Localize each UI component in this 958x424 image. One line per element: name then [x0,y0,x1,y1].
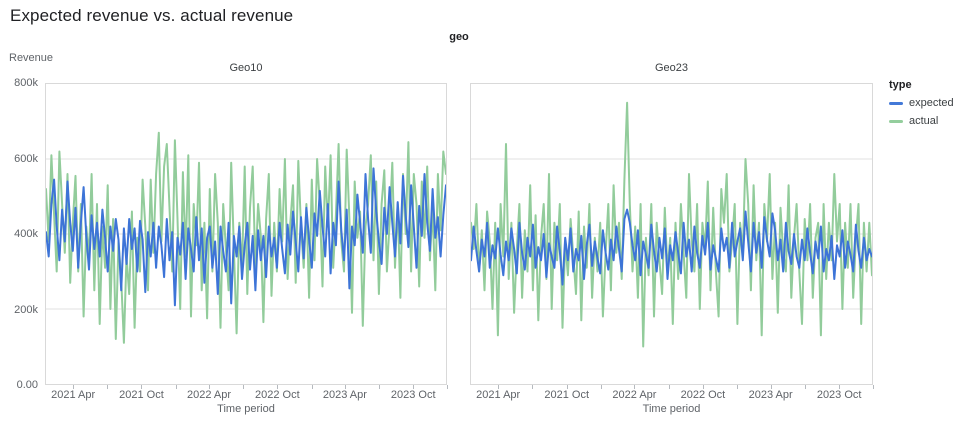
actual-line-swatch-icon [889,120,903,123]
expected-line-swatch-icon [889,102,903,105]
x-tick-mark [532,385,534,389]
legend-item-actual[interactable]: actual [889,115,954,128]
x-tick-label: 2022 Oct [680,389,726,401]
legend-item-expected[interactable]: expected [889,97,954,110]
geo23-plot-area[interactable] [470,83,873,385]
x-tick-mark [600,385,602,389]
legend-title: type [889,79,912,91]
x-tick-mark [209,385,211,389]
y-tick-label: 600k [14,152,38,165]
x-tick-mark [175,385,177,389]
panel-title-geo23: Geo23 [654,62,689,74]
geo10-plot-area[interactable] [45,83,447,385]
x-tick-mark [73,385,75,389]
geo23-actual-line [471,101,872,348]
x-axis-title-geo10: Time period [217,403,275,415]
x-tick-mark [566,385,568,389]
x-tick-mark [804,385,806,389]
x-tick-mark [107,385,109,389]
x-tick-mark [344,385,346,389]
y-tick-label: 200k [14,303,38,316]
x-tick-label: 2023 Apr [322,389,367,401]
y-tick-label: 800k [14,77,38,89]
x-tick-mark [311,385,313,389]
x-tick-label: 2023 Oct [816,389,862,401]
x-tick-mark [873,385,874,389]
x-tick-mark [770,385,772,389]
x-tick-mark [379,385,381,389]
legend: type expected actual [889,79,954,133]
x-tick-label: 2023 Apr [748,389,793,401]
x-tick-mark [737,385,739,389]
legend-item-label: actual [909,115,939,127]
x-tick-label: 2021 Oct [544,389,590,401]
geo10-expected-line [46,167,446,307]
y-tick-label: 0.00 [16,379,38,391]
x-tick-mark [668,385,670,389]
y-tick-label: 400k [14,228,38,240]
x-tick-label: 2022 Apr [612,389,657,401]
x-axis-title-geo23: Time period [642,403,701,415]
x-tick-label: 2023 Oct [390,389,436,401]
x-tick-mark [447,385,448,389]
x-tick-label: 2021 Apr [51,389,96,401]
x-tick-mark [702,385,704,389]
x-tick-mark [634,385,636,389]
x-tick-label: 2021 Apr [476,389,521,401]
chart-title: Expected revenue vs. actual revenue [10,6,294,25]
x-tick-label: 2022 Oct [255,389,300,401]
x-tick-label: 2021 Oct [119,389,164,401]
facet-field-header: geo [449,31,469,43]
panel-title-geo10: Geo10 [229,62,263,74]
x-tick-label: 2022 Apr [186,389,232,401]
x-tick-mark [498,385,500,389]
x-tick-mark [413,385,415,389]
geo23-expected-line [471,208,872,286]
x-tick-mark [243,385,245,389]
y-axis-title: Revenue [9,52,54,64]
x-tick-mark [141,385,143,389]
x-tick-mark [277,385,279,389]
x-tick-mark [839,385,841,389]
legend-item-label: expected [909,97,954,109]
